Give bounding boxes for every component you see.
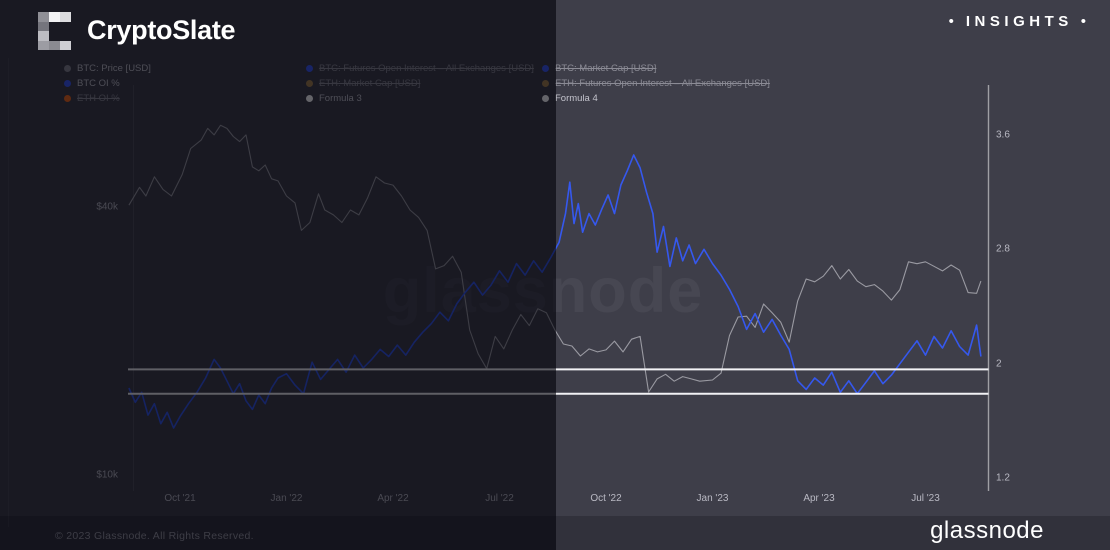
legend-label: BTC: Market Cap [USD] xyxy=(555,63,657,74)
x-tick: Apr '23 xyxy=(803,493,835,504)
x-tick: Jul '23 xyxy=(911,493,940,504)
insights-badge[interactable]: • INSIGHTS • xyxy=(949,13,1086,30)
y-right-tick: 2.8 xyxy=(996,243,1010,255)
legend-column: BTC: Market Cap [USD] ETH: Futures Open I… xyxy=(542,61,770,106)
legend-item: Formula 4 xyxy=(542,91,770,106)
dark-overlay xyxy=(0,0,556,550)
logo-pixel xyxy=(38,12,49,22)
logo-pixel xyxy=(60,12,71,22)
legend-item: ETH: Futures Open Interest – All Exchang… xyxy=(542,76,770,91)
logo-pixel xyxy=(38,31,49,41)
y-right-tick: 2 xyxy=(996,358,1002,370)
logo-pixel xyxy=(49,40,60,50)
insights-label: INSIGHTS xyxy=(965,13,1073,30)
x-tick: Jan '23 xyxy=(696,493,729,504)
logo-pixel xyxy=(38,40,49,50)
bullet-icon: • xyxy=(1080,13,1086,30)
legend-label: ETH: Futures Open Interest – All Exchang… xyxy=(555,78,770,89)
y-right-tick: 1.2 xyxy=(996,472,1010,484)
x-tick: Oct '22 xyxy=(590,493,622,504)
legend-item: BTC: Market Cap [USD] xyxy=(542,61,770,76)
bullet-icon: • xyxy=(948,13,954,30)
logo-pixel xyxy=(49,12,60,22)
logo-pixel xyxy=(38,21,49,31)
glassnode-wordmark: glassnode xyxy=(930,517,1044,544)
cryptoslate-brand-text[interactable]: CryptoSlate xyxy=(87,15,236,45)
cryptoslate-logo[interactable] xyxy=(38,12,71,50)
legend-label: Formula 4 xyxy=(555,93,598,104)
logo-pixel xyxy=(60,40,71,50)
y-right-tick: 3.6 xyxy=(996,129,1010,141)
